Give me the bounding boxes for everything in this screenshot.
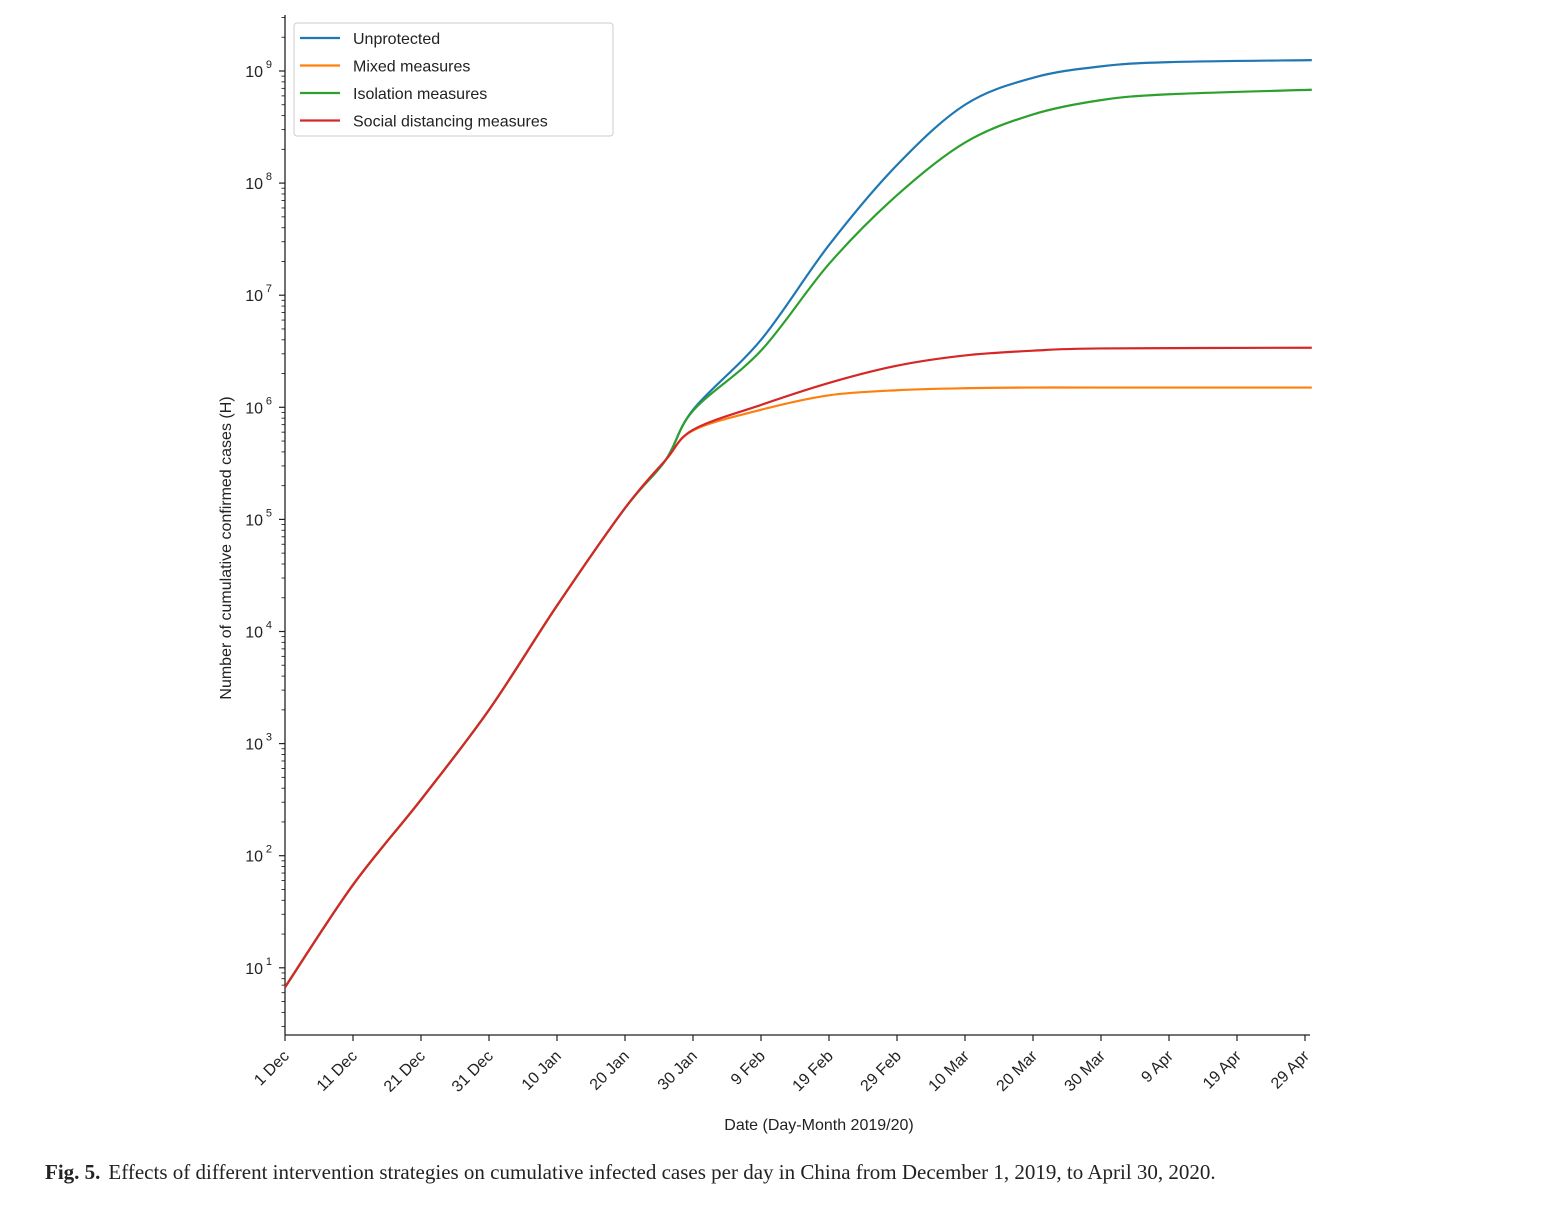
series-line-unprotected	[284, 59, 1312, 988]
x-tick-label: 19 Apr	[1200, 1047, 1245, 1092]
series-lines	[284, 59, 1312, 988]
x-tick-label: 30 Jan	[655, 1048, 701, 1094]
y-tick-exponent: 1	[266, 956, 272, 968]
x-tick-label: 20 Jan	[587, 1048, 633, 1094]
x-tick-label: 20 Mar	[994, 1047, 1042, 1095]
chart: 10 110 210 310 410 510 610 710 810 91 Dec 11 Dec 21…	[218, 15, 1313, 1134]
y-tick-exponent: 6	[266, 395, 272, 407]
x-tick-label: 10 Jan	[519, 1048, 565, 1094]
figure-caption: Fig. 5. Effects of different intervention…	[45, 1160, 1216, 1185]
legend: Unprotected Mixed measures Isolation measu…	[293, 22, 614, 137]
y-tick-exponent: 8	[266, 171, 272, 183]
y-axis-label: Number of cumulative confirmed cases (H)	[218, 396, 235, 699]
y-tick-exponent: 3	[266, 732, 272, 744]
y-tick-label: 10	[245, 512, 263, 529]
x-tick-label: 19 Feb	[790, 1048, 837, 1095]
y-tick-exponent: 7	[266, 283, 272, 295]
x-tick-label: 29 Apr	[1268, 1047, 1313, 1092]
legend-box	[293, 22, 614, 137]
y-tick-label: 10	[245, 176, 263, 193]
x-tick-label: 11 Dec	[314, 1048, 361, 1095]
y-tick-exponent: 4	[266, 620, 272, 632]
x-tick-label: 29 Feb	[858, 1048, 905, 1095]
y-tick-label: 10	[245, 64, 263, 81]
x-tick-label: 10 Mar	[926, 1047, 974, 1095]
caption-label: Fig. 5.	[45, 1160, 101, 1184]
series-line-isolation-measures	[284, 88, 1312, 988]
x-tick-label: 21 Dec	[381, 1048, 429, 1096]
y-tick-label: 10	[245, 737, 263, 754]
series-line-social-distancing-measures	[284, 346, 1312, 988]
y-tick-label: 10	[245, 961, 263, 978]
y-tick-exponent: 9	[266, 59, 272, 71]
x-tick-label: 31 Dec	[449, 1048, 497, 1096]
x-tick-label: 9 Apr	[1138, 1047, 1177, 1086]
x-axis-label: Date (Day-Month 2019/20)	[724, 1117, 913, 1134]
legend-label: Mixed measures	[353, 59, 470, 76]
y-tick-exponent: 2	[266, 844, 272, 856]
series-line-mixed-measures	[284, 386, 1312, 988]
y-tick-label: 10	[245, 288, 263, 305]
legend-label: Social distancing measures	[353, 114, 548, 131]
legend-label: Unprotected	[353, 31, 440, 48]
y-tick-label: 10	[245, 849, 263, 866]
y-tick-label: 10	[245, 400, 263, 417]
y-tick-label: 10	[245, 625, 263, 642]
x-tick-label: 30 Mar	[1062, 1047, 1110, 1095]
x-tick-label: 9 Feb	[728, 1048, 769, 1089]
legend-label: Isolation measures	[353, 86, 487, 103]
caption-text: Effects of different intervention strate…	[108, 1160, 1216, 1184]
x-tick-label: 1 Dec	[251, 1048, 293, 1090]
y-tick-exponent: 5	[266, 507, 272, 519]
axes: 10 110 210 310 410 510 610 710 810 91 Dec 11 Dec 21…	[245, 15, 1313, 1096]
